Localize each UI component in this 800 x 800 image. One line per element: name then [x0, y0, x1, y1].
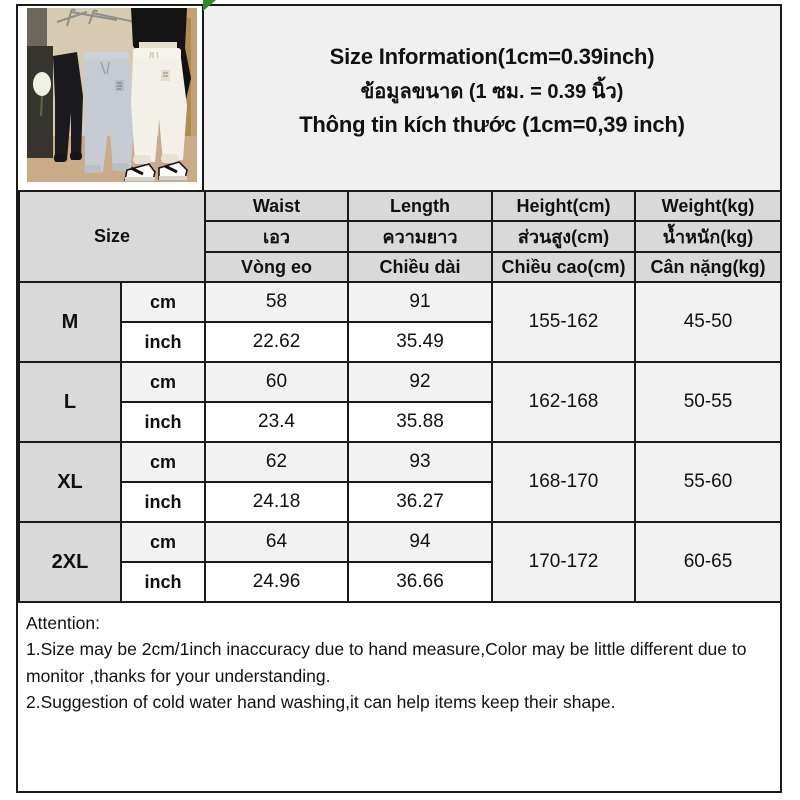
- size-label-xl: XL: [18, 441, 122, 523]
- table-row-m-cm: M cm 58 91 155-162 45-50: [18, 281, 780, 363]
- header-row-th: เอว ความยาว ส่วนสูง(cm) น้ำหนัก(kg): [19, 220, 780, 253]
- title-vietnamese: Thông tin kích thước (1cm=0,39 inch): [299, 112, 685, 137]
- cell-m-length-cm: 91: [347, 281, 493, 323]
- unit-cm-label: cm: [120, 441, 206, 483]
- unit-inch-label: inch: [120, 481, 206, 523]
- cell-xl-length-inch: 36.27: [347, 481, 493, 523]
- unit-cm-label: cm: [120, 521, 206, 563]
- header-waist-en: Waist: [204, 190, 349, 222]
- size-chart-frame: Size Information(1cm=0.39inch) ข้อมูลขนา…: [16, 4, 782, 793]
- cell-2xl-weight: 60-65: [634, 521, 780, 603]
- green-corner-mark: [203, 0, 216, 11]
- black-pants-graphic: [53, 52, 83, 162]
- cell-m-weight: 45-50: [634, 281, 780, 363]
- header-height-vi: Chiều cao(cm): [491, 251, 636, 283]
- cell-m-waist-cm: 58: [204, 281, 349, 323]
- size-label-l: L: [18, 361, 122, 443]
- header-height-en: Height(cm): [491, 190, 636, 222]
- size-table: Size Waist Length Height(cm) Weight(kg) …: [18, 190, 780, 603]
- cell-2xl-length-cm: 94: [347, 521, 493, 563]
- cell-2xl-waist-inch: 24.96: [204, 561, 349, 603]
- cell-2xl-waist-cm: 64: [204, 521, 349, 563]
- product-photo-graphic: [27, 8, 197, 182]
- unit-inch-label: inch: [120, 561, 206, 603]
- size-label-m: M: [18, 281, 122, 363]
- top-section: Size Information(1cm=0.39inch) ข้อมูลขนา…: [18, 6, 780, 190]
- header-weight-vi: Cân nặng(kg): [634, 251, 780, 283]
- unit-cm-label: cm: [120, 281, 206, 323]
- sneakers-graphic: [124, 161, 188, 181]
- table-row-2xl-inch: inch 24.96 36.66: [19, 561, 780, 603]
- cell-l-length-inch: 35.88: [347, 401, 493, 443]
- header-waist-vi: Vòng eo: [204, 251, 349, 283]
- cell-xl-waist-inch: 24.18: [204, 481, 349, 523]
- attention-note-1: 1.Size may be 2cm/1inch inaccuracy due t…: [26, 639, 747, 686]
- header-length-en: Length: [347, 190, 493, 222]
- photo-flowers: [33, 72, 51, 96]
- header-weight-en: Weight(kg): [634, 190, 780, 222]
- cell-l-height: 162-168: [491, 361, 636, 443]
- size-corner-cell: Size: [18, 190, 206, 283]
- table-row-m-inch: inch 22.62 35.49: [19, 321, 780, 363]
- header-row-vi: Vòng eo Chiều dài Chiều cao(cm) Cân nặng…: [19, 251, 780, 283]
- header-length-th: ความยาว: [347, 220, 493, 253]
- table-row-l-cm: L cm 60 92 162-168 50-55: [18, 361, 780, 443]
- table-row-xl-inch: inch 24.18 36.27: [19, 481, 780, 523]
- size-label-2xl: 2XL: [18, 521, 122, 603]
- unit-inch-label: inch: [120, 321, 206, 363]
- cell-m-waist-inch: 22.62: [204, 321, 349, 363]
- cell-l-waist-inch: 23.4: [204, 401, 349, 443]
- table-row-l-inch: inch 23.4 35.88: [19, 401, 780, 443]
- gray-pants-graphic: [83, 52, 135, 173]
- cell-m-length-inch: 35.49: [347, 321, 493, 363]
- hangers-graphic: [56, 8, 136, 27]
- cell-xl-height: 168-170: [491, 441, 636, 523]
- cell-xl-length-cm: 93: [347, 441, 493, 483]
- header-row-en: Size Waist Length Height(cm) Weight(kg): [18, 190, 780, 283]
- attention-section: Attention: 1.Size may be 2cm/1inch inacc…: [18, 603, 780, 791]
- attention-note-2: 2.Suggestion of cold water hand washing,…: [26, 691, 616, 712]
- table-row-2xl-cm: 2XL cm 64 94 170-172 60-65: [18, 521, 780, 603]
- header-weight-th: น้ำหนัก(kg): [634, 220, 780, 253]
- cell-l-length-cm: 92: [347, 361, 493, 403]
- header-length-vi: Chiều dài: [347, 251, 493, 283]
- product-photo: [18, 6, 204, 190]
- table-row-xl-cm: XL cm 62 93 168-170 55-60: [18, 441, 780, 523]
- header-waist-th: เอว: [204, 220, 349, 253]
- title-english: Size Information(1cm=0.39inch): [329, 44, 655, 69]
- cell-2xl-length-inch: 36.66: [347, 561, 493, 603]
- photo-cabinet: [27, 46, 53, 158]
- cell-l-waist-cm: 60: [204, 361, 349, 403]
- cell-2xl-height: 170-172: [491, 521, 636, 603]
- cell-m-height: 155-162: [491, 281, 636, 363]
- unit-inch-label: inch: [120, 401, 206, 443]
- attention-heading: Attention:: [26, 613, 100, 633]
- white-pants-graphic: [131, 48, 187, 164]
- cell-xl-weight: 55-60: [634, 441, 780, 523]
- header-height-th: ส่วนสูง(cm): [491, 220, 636, 253]
- title-thai: ข้อมูลขนาด (1 ซม. = 0.39 นิ้ว): [360, 81, 624, 103]
- cell-xl-waist-cm: 62: [204, 441, 349, 483]
- unit-cm-label: cm: [120, 361, 206, 403]
- cell-l-weight: 50-55: [634, 361, 780, 443]
- title-block: Size Information(1cm=0.39inch) ข้อมูลขนา…: [204, 6, 780, 190]
